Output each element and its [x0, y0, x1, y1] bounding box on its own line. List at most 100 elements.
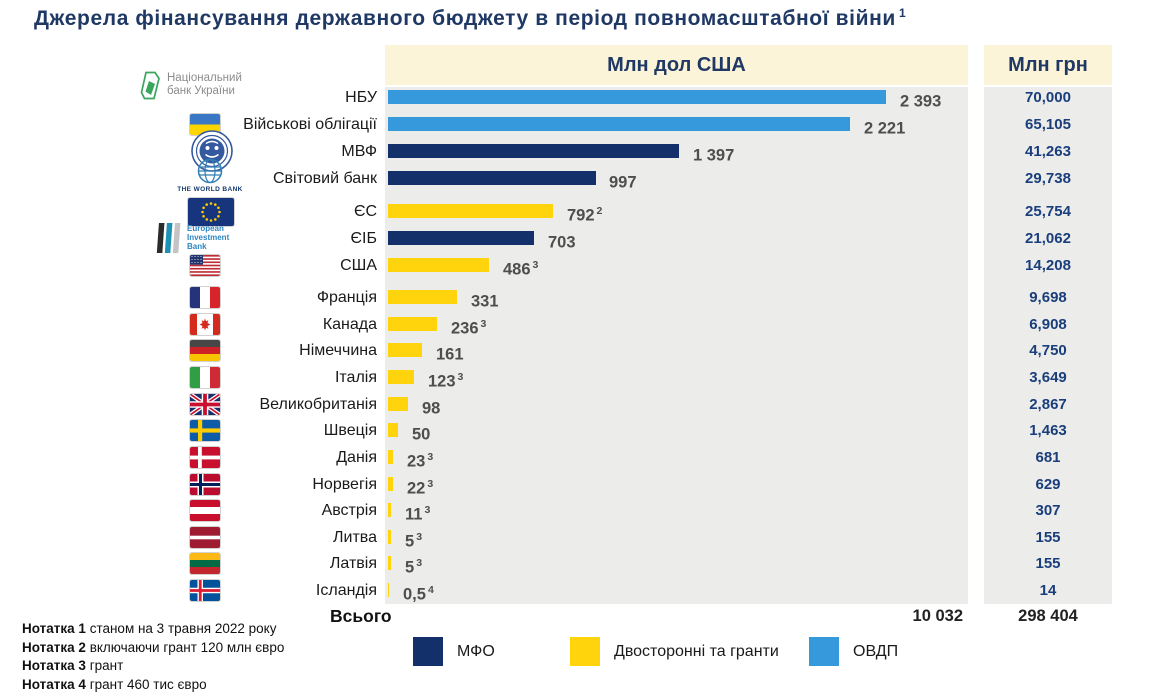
row-usd-value: 123 3	[428, 370, 464, 391]
footnote-marker: 3	[427, 477, 434, 490]
footnote-marker: 3	[424, 503, 431, 516]
italy-flag-icon	[190, 366, 220, 388]
legend-item: МФО	[413, 637, 495, 666]
row-usd-value: 331	[471, 292, 499, 310]
row-uah-value: 681	[1035, 448, 1061, 466]
footnote-marker: 3	[457, 370, 464, 383]
chart-row: Литва 5 3 155	[0, 524, 1150, 551]
austria-flag-icon	[190, 499, 220, 521]
row-label: Світовий банк	[272, 169, 377, 187]
row-uah-value: 1,463	[1029, 421, 1067, 439]
world-bank-logo-text: THE WORLD BANK	[177, 185, 243, 193]
row-label: Канада	[322, 315, 377, 333]
footnote-line: Нотатка 4 грант 460 тис євро	[22, 676, 284, 695]
row-bar	[388, 144, 679, 158]
footnote-label: Нотатка 4	[22, 676, 86, 692]
row-label: Військові облігації	[243, 115, 377, 133]
row-uah-value: 155	[1035, 554, 1061, 572]
row-label: Литва	[333, 528, 377, 546]
latvia-flag-icon	[190, 526, 220, 548]
eu-flag-icon	[188, 197, 234, 226]
row-bar	[388, 231, 535, 245]
row-usd-value: 22 3	[407, 477, 434, 498]
row-uah-value: 14	[1039, 581, 1057, 599]
row-bar	[388, 583, 390, 597]
row-bar	[388, 450, 393, 464]
row-label: МВФ	[341, 142, 377, 160]
row-bar	[388, 117, 851, 131]
row-usd-value: 2 221	[864, 119, 906, 137]
canada-flag-icon	[190, 313, 220, 335]
nbu-logo-icon: Національний банк України	[140, 71, 242, 100]
footnote-text: грант	[89, 658, 124, 674]
row-label: Данія	[336, 448, 377, 466]
chart-row: Швеція 50 1,463	[0, 417, 1150, 444]
chart-row: Німеччина 161 4,750	[0, 337, 1150, 364]
row-usd-value: 11 3	[405, 503, 431, 524]
chart-row: Норвегія 22 3 629	[0, 471, 1150, 498]
chart-row: Австрія 11 3 307	[0, 497, 1150, 524]
row-uah-value: 65,105	[1025, 115, 1071, 133]
nbu-logo-text: Національний банк України	[167, 72, 242, 97]
row-usd-value: 161	[436, 345, 464, 363]
eib-logo-icon: European Investment Bank	[155, 222, 229, 254]
footnote-marker: 3	[416, 530, 423, 543]
row-bar	[388, 370, 414, 384]
row-uah-value: 70,000	[1025, 88, 1071, 106]
row-bar	[388, 317, 438, 331]
row-bar	[388, 290, 457, 304]
row-label: Франція	[316, 288, 377, 306]
chart-row: Італія 123 3 3,649	[0, 364, 1150, 391]
row-bar	[388, 397, 409, 411]
row-label: Німеччина	[299, 341, 377, 359]
row-uah-value: 14,208	[1025, 256, 1071, 274]
footnote-marker: 4	[427, 583, 434, 596]
row-uah-value: 3,649	[1029, 368, 1067, 386]
footnote-marker: 2	[596, 204, 603, 217]
footnote-marker: 3	[427, 450, 434, 463]
page-title: Джерела фінансування державного бюджету …	[34, 6, 907, 30]
row-usd-value: 997	[609, 173, 637, 191]
row-label: Австрія	[321, 501, 377, 519]
chart-row: Великобританія 98 2,867	[0, 391, 1150, 418]
footnote-marker: 3	[532, 258, 539, 271]
usd-column-header: Млн дол США	[385, 45, 968, 85]
footnote-label: Нотатка 3	[22, 658, 86, 674]
world-bank-logo-icon: THE WORLD BANK	[172, 158, 248, 193]
row-bar	[388, 477, 393, 491]
footnote-text: грант 460 тис євро	[89, 676, 207, 692]
denmark-flag-icon	[190, 446, 220, 468]
row-label: ЄС	[353, 202, 377, 220]
row-bar	[388, 258, 490, 272]
row-uah-value: 41,263	[1025, 142, 1071, 160]
chart-row: Данія 23 3 681	[0, 444, 1150, 471]
footnote-marker: 3	[480, 317, 487, 330]
row-label: Італія	[334, 368, 377, 386]
row-uah-value: 21,062	[1025, 229, 1071, 247]
row-usd-value: 792 2	[567, 204, 603, 225]
footnote-text: включаючи грант 120 млн євро	[89, 639, 285, 655]
row-label: Норвегія	[312, 475, 377, 493]
total-usd-value: 10 032	[912, 607, 963, 625]
title-footnote-marker: 1	[898, 6, 907, 20]
row-uah-value: 155	[1035, 528, 1061, 546]
legend-item: Двосторонні та гранти	[570, 637, 779, 666]
france-flag-icon	[190, 286, 220, 308]
row-bar	[388, 171, 596, 185]
total-uah-value: 298 404	[1018, 607, 1078, 625]
row-uah-value: 307	[1035, 501, 1061, 519]
legend-label: ОВДП	[853, 642, 899, 660]
uah-column-area	[984, 87, 1112, 604]
row-bar	[388, 530, 391, 544]
row-label: Ісландія	[315, 581, 377, 599]
row-usd-value: 23 3	[407, 450, 434, 471]
row-usd-value: 98	[422, 399, 441, 417]
chart-row: ЄС 792 2 25,754	[0, 197, 1150, 226]
chart-row: THE WORLD BANK Світовий банк 997 29,738	[0, 158, 1150, 193]
row-label: ЄІБ	[350, 229, 377, 247]
row-usd-value: 0,5 4	[403, 583, 434, 604]
row-usd-value: 703	[548, 233, 576, 251]
footnote-label: Нотатка 1	[22, 621, 86, 636]
